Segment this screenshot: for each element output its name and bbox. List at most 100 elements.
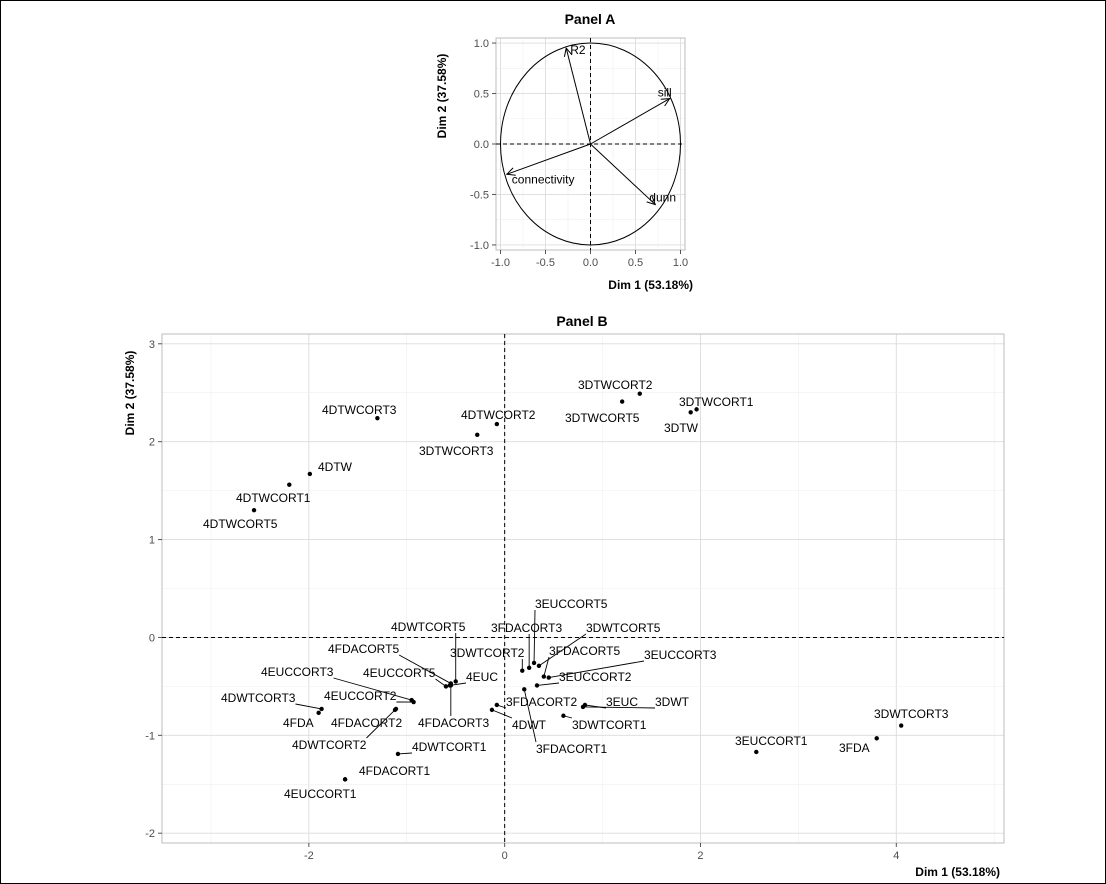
leader-4euccort3: [333, 677, 412, 701]
panel-b-x-axis-title: Dim 1 (53.18%): [915, 865, 1000, 879]
point-label-3dtwcort5: 3DTWCORT5: [565, 411, 640, 425]
point-label-4euccort2: 4EUCCORT2: [324, 689, 397, 703]
panel-a-x-axis-title: Dim 1 (53.18%): [608, 278, 693, 292]
panel-b-x-tick-label: 4: [893, 850, 899, 862]
point-label-3fdacort3: 3FDACORT3: [491, 621, 562, 635]
variable-arrow-sill: [590, 98, 670, 145]
leader-3euccort5: [533, 609, 536, 663]
point-4dtwcort5: [251, 507, 257, 513]
panel-a-content: R2 sill connectivity dunn: [496, 38, 685, 250]
leader-4dwtcort1: [397, 752, 413, 755]
point-label-4euccort1: 4EUCCORT1: [284, 787, 357, 801]
leader-3fdacort2: [496, 704, 507, 709]
point-3dtwcort3: [475, 432, 480, 438]
variable-label-dunn: dunn: [649, 191, 676, 205]
panel-a-x-tick-label: -1.0: [491, 257, 510, 269]
point-4dtwcort2: [494, 421, 500, 427]
variable-arrow-connectivity: [506, 143, 591, 175]
panel-a-y-axis-title: Dim 2 (37.58%): [435, 54, 449, 139]
point-label-4dtwcort2: 4DTWCORT2: [461, 408, 536, 422]
point-label-3fda: 3FDA: [839, 741, 870, 755]
point-label-4dtwcort1: 4DTWCORT1: [236, 491, 311, 505]
point-label-3fdacort5: 3FDACORT5: [549, 644, 620, 658]
leader-4euccort5: [435, 678, 447, 687]
point-label-4dwtcort3: 4DWTCORT3: [221, 691, 296, 705]
variable-arrowhead-r2: [563, 46, 573, 58]
leader-3dwtcort5: [538, 633, 587, 667]
leader-3euccort2: [536, 682, 560, 686]
point-4euccort1: [342, 777, 348, 782]
point-label-4dtwcort3: 4DTWCORT3: [322, 403, 397, 417]
correlation-circle: [500, 42, 681, 246]
panel-b-leaders: [295, 609, 656, 755]
point-3dtw: [688, 410, 693, 415]
point-label-3dwtcort2: 3DWTCORT2: [450, 646, 525, 660]
leader-4dwt: [491, 709, 513, 719]
panel-b-x-tick-label: -2: [304, 850, 314, 862]
leader-4euc: [449, 682, 467, 686]
point-label-3dtwcort1: 3DTWCORT1: [679, 395, 754, 409]
point-label-4euccort5: 4EUCCORT5: [363, 666, 436, 680]
point-label-3dwtcort5: 3DWTCORT5: [586, 621, 661, 635]
panel-b-y-tick-label: 3: [149, 339, 155, 351]
variable-arrow-dunn: [590, 143, 656, 205]
leader-3dwtcort1: [563, 715, 573, 719]
point-label-3dtwcort3: 3DTWCORT3: [419, 444, 494, 458]
panel-b-ticks: -2 0 2 4 -2 -1 0 1 2 3: [145, 339, 899, 862]
leader-3fdacort5: [543, 656, 550, 677]
point-label-4fdacort3: 4FDACORT3: [418, 716, 489, 730]
point-label-3fdacort1: 3FDACORT1: [536, 742, 607, 756]
panel-b-labels: 3DTWCORT2 3DTWCORT1 3DTWCORT5 3DTW 4DTWCORT3…: [203, 378, 949, 801]
panel-a-y-tick-label: 0.0: [474, 139, 489, 151]
point-4dtw: [307, 471, 313, 477]
panel-b-y-tick-label: 0: [149, 632, 155, 644]
panel-a-y-tick-label: 0.5: [474, 89, 489, 101]
point-label-3dwtcort3: 3DWTCORT3: [874, 707, 949, 721]
point-3dtwcort1: [694, 407, 699, 412]
point-label-3dtwcort2: 3DTWCORT2: [578, 378, 653, 392]
panel-a-y-tick-label: -0.5: [470, 189, 489, 201]
leader-4fdacort5: [398, 654, 452, 684]
point-label-4fdacort1: 4FDACORT1: [359, 764, 430, 778]
point-label-4dwt: 4DWT: [512, 718, 547, 732]
variable-label-connectivity: connectivity: [512, 172, 575, 186]
panel-b-y-tick-label: -1: [145, 730, 155, 742]
variable-label-sill: sill: [658, 86, 672, 100]
panel-a-x-tick-label: 1.0: [673, 257, 688, 269]
point-label-3fdacort2: 3FDACORT2: [506, 695, 577, 709]
panel-b-y-tick-label: 1: [149, 535, 155, 547]
point-label-4dtwcort5: 4DTWCORT5: [203, 517, 278, 531]
variable-arrowhead-sill: [660, 97, 671, 107]
point-3euccort1: [754, 749, 759, 755]
point-4dwt: [489, 707, 495, 713]
panel-b-content: 3DTWCORT2 3DTWCORT1 3DTWCORT5 3DTW 4DTWCORT3…: [162, 334, 1004, 843]
panel-a-x-tick-label: 0.0: [583, 257, 598, 269]
point-4dtwcort3: [375, 415, 380, 421]
panel-b-y-tick-label: -2: [145, 828, 155, 840]
panel-b-points: [251, 391, 904, 782]
point-label-4dwtcort2: 4DWTCORT2: [292, 738, 367, 752]
point-label-4fdacort2: 4FDACORT2: [331, 716, 402, 730]
panel-a-ticks: -1.0 -0.5 0.0 0.5 1.0 -1.0 -0.5 0.0 0.5 1.0: [470, 38, 688, 269]
variable-arrowhead-dunn: [646, 195, 657, 206]
point-label-4fda: 4FDA: [283, 716, 314, 730]
point-label-4dwtcort5: 4DWTCORT5: [391, 620, 466, 634]
panel-b-title: Panel B: [556, 313, 607, 329]
point-label-3dwtcort1: 3DWTCORT1: [572, 718, 647, 732]
panel-b-x-tick-label: 2: [697, 850, 703, 862]
point-label-4euc: 4EUC: [466, 670, 498, 684]
point-label-3euccort2: 3EUCCORT2: [559, 670, 632, 684]
leader-4dwtcort2: [366, 708, 397, 739]
variable-label-r2: R2: [570, 43, 586, 57]
point-label-4dtw: 4DTW: [318, 460, 353, 474]
point-label-4euccort3: 4EUCCORT3: [261, 665, 334, 679]
variable-arrowhead-connectivity: [505, 167, 516, 176]
point-label-3euccort5: 3EUCCORT5: [535, 597, 608, 611]
panel-b-plot-area: [161, 333, 1005, 844]
leader-3dwt: [582, 706, 656, 709]
point-3dwtcort3: [898, 723, 904, 728]
panel-b-individuals-plot: Panel B -2 0 2 4 -2 -1 0 1 2 3 3DTWCORT2 3DTWCORT1…: [123, 313, 1005, 879]
point-label-3dtw: 3DTW: [664, 421, 699, 435]
point-3dtwcort2: [637, 391, 642, 396]
leader-3fdacort1: [523, 689, 537, 743]
